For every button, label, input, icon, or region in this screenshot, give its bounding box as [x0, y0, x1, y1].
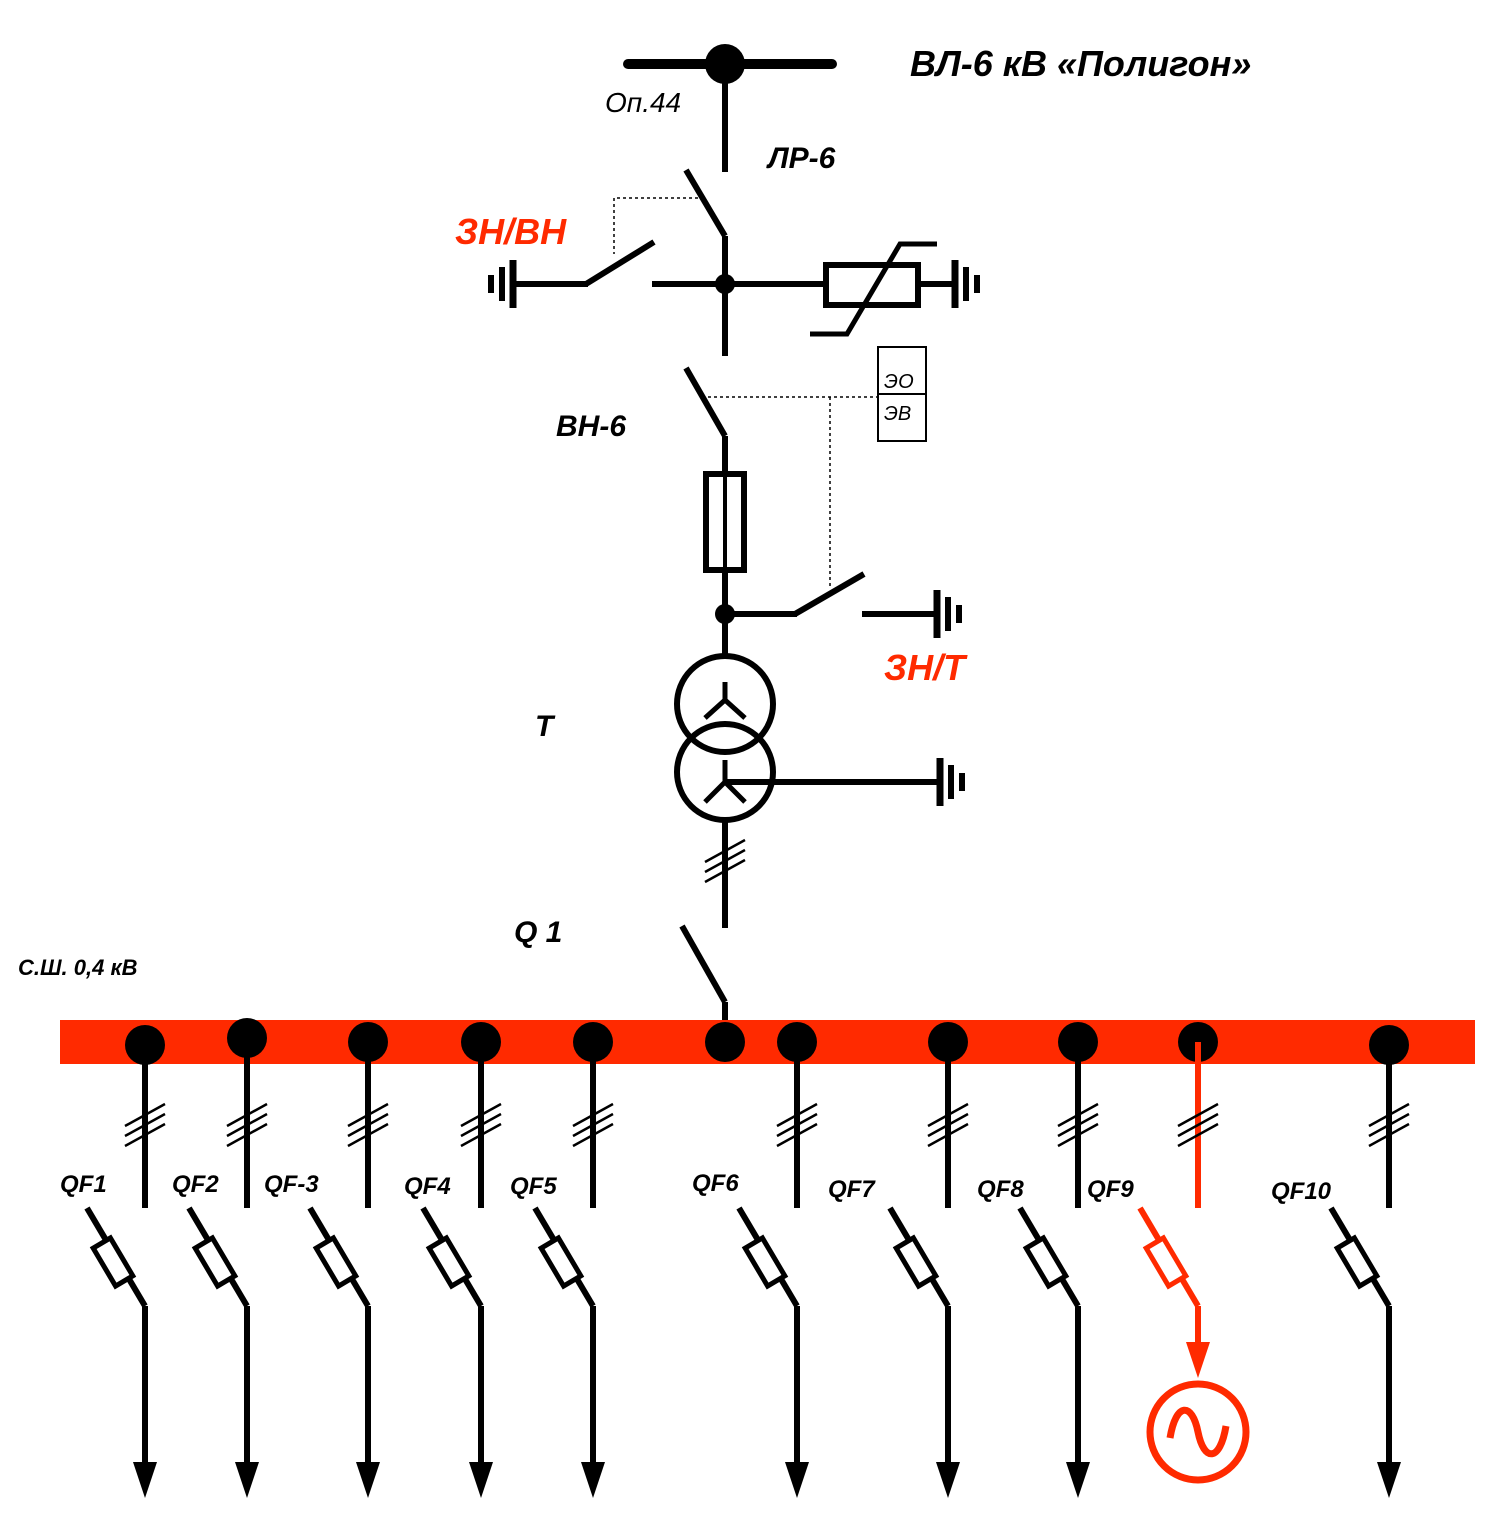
feeder-qf1: QF1: [60, 1025, 166, 1498]
phase-mark: [927, 1122, 969, 1148]
ground-icon: [933, 590, 962, 638]
overhead-line: [623, 44, 837, 172]
feeder-qf7: QF7: [828, 1022, 969, 1498]
surge-arrester: [725, 241, 980, 337]
feeder-label: QF4: [404, 1173, 451, 1200]
main-breaker-q1: [679, 924, 728, 1030]
phase-mark: [927, 1102, 969, 1128]
phase-mark: [226, 1102, 268, 1128]
phase-mark: [460, 1122, 502, 1148]
line-name-label: ВЛ-6 кВ «Полигон»: [910, 43, 1251, 84]
arrow-icon: [235, 1462, 259, 1498]
phase-mark: [347, 1102, 389, 1128]
phase-mark: [572, 1112, 614, 1138]
phase-mark: [572, 1102, 614, 1128]
disconnector-label: ЛР-6: [766, 142, 836, 175]
phase-mark: [124, 1102, 166, 1128]
arrow-icon: [581, 1462, 605, 1498]
busbar: [60, 1020, 1475, 1064]
load-switch-label: ВН-6: [556, 410, 626, 443]
phase-mark: [776, 1112, 818, 1138]
feeder-label: QF2: [172, 1171, 219, 1198]
phase-mark: [226, 1112, 268, 1138]
feeder-label: QF7: [828, 1176, 876, 1203]
transformer-label: Т: [535, 710, 556, 743]
phase-mark: [1057, 1102, 1099, 1128]
phase-mark: [124, 1112, 166, 1138]
arrow-icon: [1186, 1342, 1210, 1378]
secondary-line: [704, 820, 746, 928]
thermal-release: [1333, 1234, 1381, 1290]
phase-mark: [1368, 1112, 1410, 1138]
interlock-link: [613, 197, 704, 254]
feeder-label: QF9: [1087, 1176, 1134, 1203]
earthing-hv-label: ЗН/ВН: [455, 211, 567, 252]
thermal-release: [425, 1234, 473, 1290]
feeder-label: QF10: [1271, 1178, 1332, 1205]
ground-icon: [951, 260, 980, 308]
arrow-icon: [785, 1462, 809, 1498]
disconnector-lr6: [683, 168, 728, 356]
feeder-qf10: QF10: [1271, 1025, 1410, 1498]
main-breaker-label: Q 1: [514, 916, 562, 949]
drive-close-label: ЭВ: [884, 403, 911, 425]
phase-mark: [1177, 1112, 1219, 1138]
phase-mark: [347, 1122, 389, 1148]
feeder-label: QF8: [977, 1176, 1024, 1203]
phase-mark: [1368, 1122, 1410, 1148]
phase-mark: [1368, 1102, 1410, 1128]
arrow-icon: [469, 1462, 493, 1498]
ground-icon: [936, 758, 965, 806]
feeder-qf8: QF8: [977, 1022, 1099, 1498]
phase-mark: [1177, 1122, 1219, 1148]
feeder-qf9: QF9: [1087, 1022, 1250, 1484]
earthing-switch-t: [725, 571, 962, 638]
feeder-qf5: QF5: [510, 1022, 614, 1498]
ground-icon: [488, 260, 517, 308]
drive-box: [877, 346, 927, 442]
phase-mark: [226, 1122, 268, 1148]
thermal-release: [892, 1234, 940, 1290]
thermal-release: [312, 1234, 360, 1290]
phase-mark: [1057, 1112, 1099, 1138]
arrow-icon: [356, 1462, 380, 1498]
phase-mark: [1177, 1102, 1219, 1128]
arrow-icon: [1066, 1462, 1090, 1498]
phase-mark: [460, 1112, 502, 1138]
thermal-release: [89, 1234, 137, 1290]
arrow-icon: [936, 1462, 960, 1498]
phase-mark: [776, 1122, 818, 1148]
feeder-group: QF1 QF2 QF-3 QF4 QF5 QF6 QF7 QF8 QF9 QF10: [60, 1018, 1410, 1498]
phase-mark: [776, 1102, 818, 1128]
feeder-qf4: QF4: [404, 1022, 502, 1498]
feeder-label: QF1: [60, 1171, 107, 1198]
thermal-release: [1022, 1234, 1070, 1290]
thermal-release: [537, 1234, 585, 1290]
feeder-label: QF5: [510, 1173, 557, 1200]
generator-icon: [1146, 1380, 1250, 1484]
phase-mark: [927, 1112, 969, 1138]
feeder-label: QF-3: [264, 1171, 319, 1198]
feeder-qf6: QF6: [692, 1022, 818, 1498]
phase-mark: [1057, 1122, 1099, 1148]
support-label: Оп.44: [605, 87, 681, 118]
busbar-label: С.Ш. 0,4 кВ: [18, 955, 138, 980]
phase-mark: [347, 1112, 389, 1138]
earthing-switch-hv: [488, 239, 725, 308]
arrow-icon: [1377, 1462, 1401, 1498]
feeder-label: QF6: [692, 1170, 739, 1197]
feeder-qf-3: QF-3: [264, 1022, 389, 1498]
phase-mark: [572, 1122, 614, 1148]
phase-mark: [124, 1122, 166, 1148]
arrow-icon: [133, 1462, 157, 1498]
thermal-release: [191, 1234, 239, 1290]
drive-open-label: ЭО: [884, 371, 914, 393]
feeder-qf2: QF2: [172, 1018, 268, 1498]
busbar-node: [705, 1022, 745, 1062]
thermal-release: [741, 1234, 789, 1290]
phase-mark: [460, 1102, 502, 1128]
thermal-release: [1142, 1234, 1190, 1290]
earthing-t-label: ЗН/Т: [884, 647, 968, 688]
